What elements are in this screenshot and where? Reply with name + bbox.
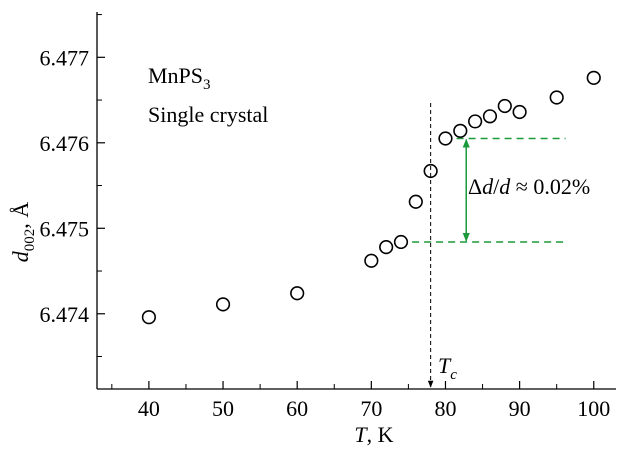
annotations [412,103,566,388]
x-tick-label: 60 [286,396,308,421]
data-point [290,286,305,301]
y-tick-label: 6.476 [40,131,90,156]
y-axis-title: d002, Å [8,202,38,263]
y-axis-title-sub: 002 [22,229,38,252]
x-tick-label: 80 [434,396,456,421]
sample-type: Single crystal [148,102,268,127]
data-point [453,123,468,138]
x-tick-label: 50 [212,396,234,421]
y-tick-label: 6.477 [40,45,90,70]
delta-label-suffix: ≈ 0.02% [510,174,590,199]
data-point [379,239,394,255]
x-axis-title-unit: , K [367,422,394,447]
y-axis-ticks: 6.474 6.475 6.476 6.477 [40,14,105,358]
sample-name-base: MnPS [148,63,203,88]
delta-label-slash: / [493,174,500,199]
tc-label-var: T [438,353,452,378]
sample-name-sub: 3 [203,77,211,93]
x-tick-label: 40 [138,396,160,421]
y-axis-title-var: d [8,250,33,262]
delta-label-d2: d [499,174,511,199]
x-tick-label: 100 [577,396,610,421]
data-point [586,70,601,85]
tc-label: Tc [438,353,457,383]
data-point [512,104,527,120]
data-point [141,310,156,325]
data-point [215,297,231,312]
data-point [468,114,483,129]
x-tick-label: 70 [360,396,382,421]
tc-label-sub: c [450,367,457,383]
y-axis-title-unit: , Å [8,202,33,229]
y-tick-label: 6.475 [40,216,90,241]
data-point [482,109,498,124]
x-axis-title: T, K [354,422,393,447]
y-tick-label: 6.474 [40,302,90,327]
data-point [423,163,438,179]
data-point [549,90,564,105]
x-axis-title-var: T [354,422,368,447]
delta-label-d1: d [482,174,494,199]
sample-name: MnPS3 [148,63,211,93]
delta-label: Δd/d ≈ 0.02% [468,174,590,199]
x-tick-label: 90 [509,396,531,421]
data-point [438,131,453,146]
data-point [364,253,379,268]
plot-axes [96,12,616,390]
delta-label-prefix: Δ [468,174,482,199]
x-axis-ticks: 40 50 60 70 80 90 100 [111,381,610,421]
data-point [393,234,409,250]
data-point [497,98,512,114]
data-series [141,70,601,325]
data-point [408,194,423,209]
